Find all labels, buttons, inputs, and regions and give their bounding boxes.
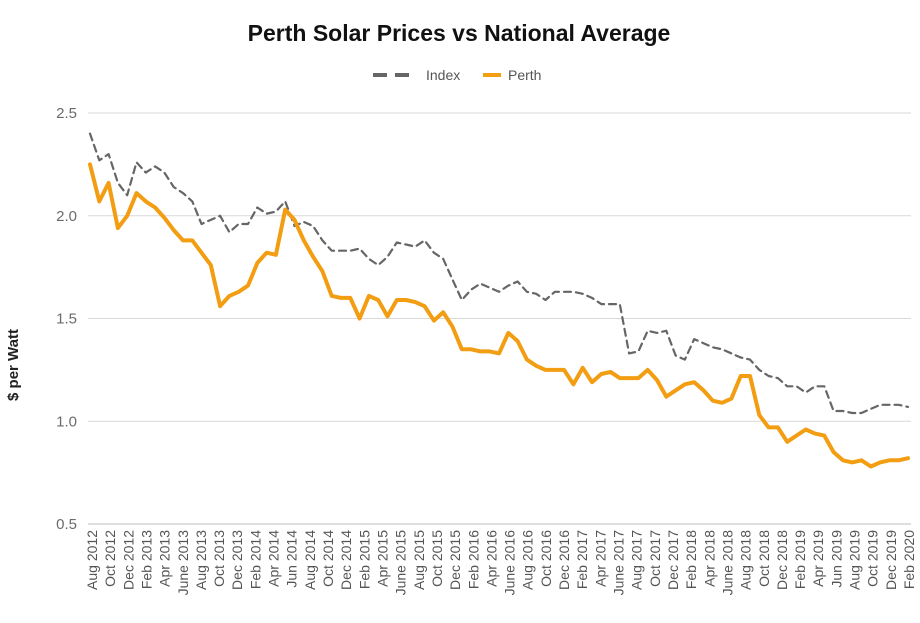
x-tick-label: June 2017: [611, 530, 627, 596]
x-tick-label: Apr 2013: [157, 530, 173, 587]
x-tick-label: Feb 2013: [138, 530, 154, 589]
x-tick-label: Oct 2015: [429, 530, 445, 587]
x-tick-label: June 2015: [393, 530, 409, 596]
y-tick-label: 1.0: [56, 413, 77, 430]
x-tick-label: Dec 2012: [120, 530, 136, 590]
x-tick-label: Feb 2017: [574, 530, 590, 589]
x-tick-label: Feb 2015: [356, 530, 372, 589]
chart-title: Perth Solar Prices vs National Average: [248, 20, 671, 46]
y-axis-label: $ per Watt: [5, 329, 22, 401]
legend-item-perth[interactable]: Perth: [483, 67, 541, 83]
gridlines: [88, 112, 911, 525]
x-tick-label: Feb 2016: [465, 530, 481, 589]
y-tick-label: 1.5: [56, 311, 77, 328]
x-tick-label: Dec 2015: [447, 530, 463, 590]
x-tick-label: Dec 2014: [338, 530, 354, 590]
x-tick-label: Apr 2019: [810, 530, 826, 587]
x-tick-label: Dec 2018: [774, 530, 790, 590]
x-tick-label: Dec 2017: [665, 530, 681, 590]
y-tick-label: 0.5: [56, 516, 77, 533]
x-tick-label: Oct 2018: [756, 530, 772, 587]
x-tick-label: Apr 2018: [701, 530, 717, 587]
x-tick-label: Dec 2019: [883, 530, 899, 590]
y-tick-label: 2.0: [56, 208, 77, 225]
x-tick-label: Feb 2014: [247, 530, 263, 589]
x-tick-label: Aug 2012: [84, 530, 100, 590]
series-line-index: [88, 132, 910, 415]
series-lines: [88, 132, 910, 469]
x-axis-ticks: Aug 2012 Oct 2012 Dec 2012 Feb 2013 Apr 2013…: [84, 530, 917, 596]
x-tick-label: Aug 2014: [302, 530, 318, 590]
x-tick-label: Dec 2016: [556, 530, 572, 590]
x-tick-label: Apr 2015: [374, 530, 390, 587]
x-tick-label: Aug 2015: [411, 530, 427, 590]
x-tick-label: Apr 2017: [592, 530, 608, 587]
x-tick-label: Aug 2016: [520, 530, 536, 590]
x-tick-label: Apr 2016: [483, 530, 499, 587]
x-tick-label: Aug 2013: [193, 530, 209, 590]
series-line-perth: [88, 162, 910, 469]
x-tick-label: Apr 2014: [266, 530, 282, 587]
legend-item-index[interactable]: Index: [373, 67, 460, 83]
x-tick-label: Oct 2017: [647, 530, 663, 587]
x-tick-label: Oct 2014: [320, 530, 336, 587]
x-tick-label: Jun 2014: [284, 530, 300, 588]
legend: Index Perth: [373, 67, 541, 83]
x-tick-label: Feb 2019: [792, 530, 808, 589]
x-tick-label: June 2016: [502, 530, 518, 596]
x-tick-label: Oct 2013: [211, 530, 227, 587]
x-tick-label: Oct 2012: [102, 530, 118, 587]
x-tick-label: June 2013: [175, 530, 191, 596]
x-tick-label: Aug 2017: [629, 530, 645, 590]
x-tick-label: Aug 2019: [847, 530, 863, 590]
x-tick-label: Feb 2018: [683, 530, 699, 589]
x-tick-label: June 2018: [719, 530, 735, 596]
x-tick-label: Aug 2018: [738, 530, 754, 590]
x-tick-label: Feb 2020: [901, 530, 917, 589]
legend-label-perth: Perth: [508, 67, 541, 83]
x-tick-label: Oct 2019: [865, 530, 881, 587]
x-tick-label: Dec 2013: [229, 530, 245, 590]
y-tick-label: 2.5: [56, 105, 77, 122]
y-axis-ticks: 0.5 1.0 1.5 2.0 2.5: [56, 105, 77, 533]
x-tick-label: Oct 2016: [538, 530, 554, 587]
x-tick-label: Jun 2019: [828, 530, 844, 588]
legend-label-index: Index: [426, 67, 460, 83]
